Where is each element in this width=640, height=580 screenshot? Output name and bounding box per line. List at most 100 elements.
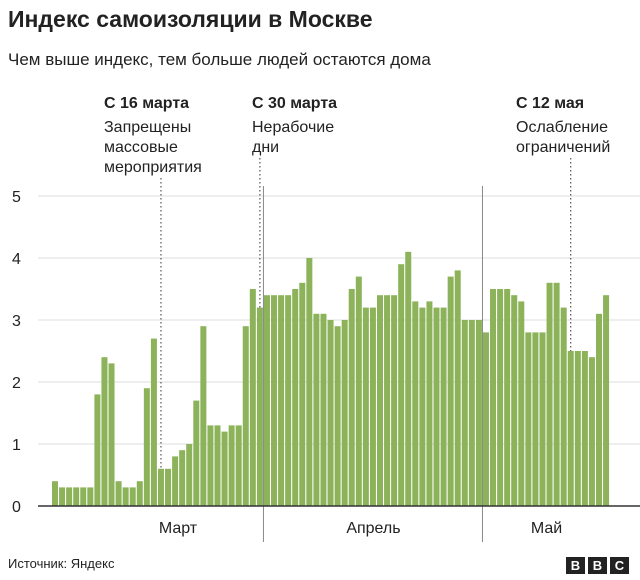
bar: [313, 313, 320, 506]
annotation-text: мероприятия: [104, 159, 202, 176]
bar: [66, 487, 73, 506]
annotation-text: Нерабочие: [252, 119, 334, 136]
annotation-text: ограничений: [516, 139, 610, 156]
y-tick-label: 3: [12, 313, 21, 330]
bar: [518, 301, 525, 506]
bar: [136, 481, 143, 506]
bar: [157, 468, 164, 506]
bar: [461, 320, 468, 506]
bbc-logo-letter: B: [566, 557, 585, 574]
bar: [200, 326, 207, 506]
bar: [482, 332, 489, 506]
bar: [574, 351, 581, 506]
bar: [588, 357, 595, 506]
bar: [165, 468, 172, 506]
bar: [355, 276, 362, 506]
bar: [341, 320, 348, 506]
bar: [73, 487, 80, 506]
bar: [532, 332, 539, 506]
y-tick-label: 0: [12, 499, 21, 516]
bar: [369, 307, 376, 506]
bar: [235, 425, 242, 506]
bar: [454, 270, 461, 506]
month-label: Март: [159, 520, 198, 537]
annotation-text: Запрещены: [104, 119, 191, 136]
bar: [468, 320, 475, 506]
bar: [511, 295, 518, 506]
chart-subtitle: Чем выше индекс, тем больше людей остают…: [8, 50, 431, 69]
bar: [129, 487, 136, 506]
bar: [94, 394, 101, 506]
bar: [207, 425, 214, 506]
month-label: Апрель: [346, 520, 400, 537]
bar: [490, 289, 497, 506]
bar: [376, 295, 383, 506]
bar: [525, 332, 532, 506]
bar: [440, 307, 447, 506]
bar: [292, 289, 299, 506]
bar: [263, 295, 270, 506]
bar: [87, 487, 94, 506]
month-label: Май: [531, 520, 562, 537]
bar: [186, 444, 193, 506]
y-tick-label: 2: [12, 375, 21, 392]
bar: [475, 320, 482, 506]
bar: [143, 388, 150, 506]
annotation-text: Ослабление: [516, 119, 608, 136]
bar: [327, 320, 334, 506]
source-note: Источник: Яндекс: [8, 556, 115, 571]
bar: [101, 357, 108, 506]
bar: [115, 481, 122, 506]
annotation-date: С 16 марта: [104, 95, 189, 112]
bar: [412, 301, 419, 506]
y-tick-label: 5: [12, 189, 21, 206]
annotation-text: дни: [252, 139, 279, 156]
bar: [59, 487, 66, 506]
y-tick-label: 4: [12, 251, 21, 268]
bar: [504, 289, 511, 506]
annotation-date: С 12 мая: [516, 95, 584, 112]
bar: [391, 295, 398, 506]
bar: [362, 307, 369, 506]
bar: [228, 425, 235, 506]
bar: [122, 487, 129, 506]
bar: [497, 289, 504, 506]
bar: [348, 289, 355, 506]
bar: [596, 313, 603, 506]
bar: [553, 282, 560, 506]
bar: [193, 400, 200, 506]
bar: [581, 351, 588, 506]
bar: [299, 282, 306, 506]
bar: [242, 326, 249, 506]
bar: [278, 295, 285, 506]
chart-svg: 0 1 2 3 4 5 Март Апрель Май С 16 марта Запрещены ма…: [12, 95, 640, 542]
bar: [172, 456, 179, 506]
bar: [320, 313, 327, 506]
bar: [546, 282, 553, 506]
bar: [560, 307, 567, 506]
bar: [80, 487, 87, 506]
bar: [419, 307, 426, 506]
bar: [539, 332, 546, 506]
bar: [603, 295, 610, 506]
chart-title: Индекс самоизоляции в Москве: [8, 6, 373, 32]
bbc-logo-letter: C: [610, 557, 629, 574]
bar: [256, 307, 263, 506]
bar: [433, 307, 440, 506]
y-tick-label: 1: [12, 437, 21, 454]
bar: [214, 425, 221, 506]
bar: [405, 251, 412, 506]
bar: [306, 258, 313, 506]
annotation-date: С 30 марта: [252, 95, 337, 112]
bar: [567, 351, 574, 506]
bar: [52, 481, 58, 506]
bbc-logo-letter: B: [588, 557, 607, 574]
bar: [221, 431, 228, 506]
bar: [384, 295, 391, 506]
bar: [150, 338, 157, 506]
bar: [271, 295, 278, 506]
bar: [426, 301, 433, 506]
bar: [249, 289, 256, 506]
bar: [398, 264, 405, 506]
bar: [447, 276, 454, 506]
